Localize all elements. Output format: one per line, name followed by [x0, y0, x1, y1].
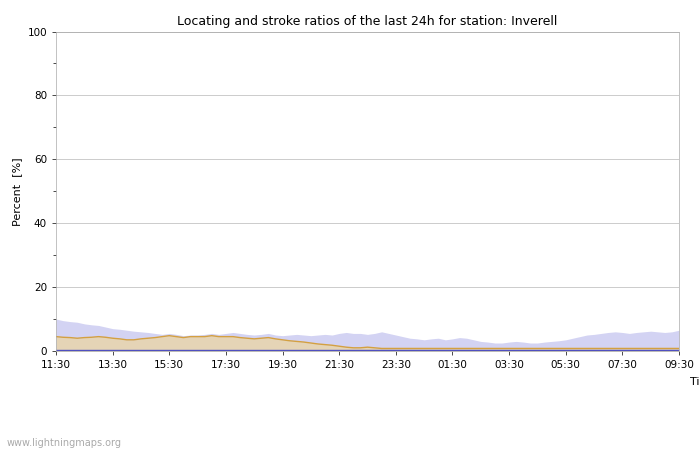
Text: www.lightningmaps.org: www.lightningmaps.org — [7, 438, 122, 448]
Y-axis label: Percent  [%]: Percent [%] — [12, 157, 22, 225]
Title: Locating and stroke ratios of the last 24h for station: Inverell: Locating and stroke ratios of the last 2… — [177, 14, 558, 27]
X-axis label: Time: Time — [690, 377, 700, 387]
